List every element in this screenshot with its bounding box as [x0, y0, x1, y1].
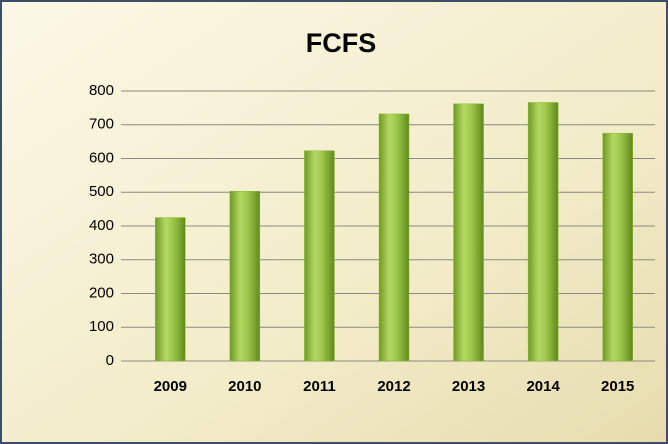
- y-tick-label: 0: [106, 352, 114, 369]
- x-tick-label: 2014: [526, 378, 560, 395]
- x-tick-label: 2012: [377, 378, 410, 395]
- bar: [602, 132, 633, 362]
- chart-title: FCFS: [306, 28, 377, 58]
- y-tick-label: 300: [89, 251, 114, 268]
- y-tick-label: 500: [89, 183, 114, 200]
- y-tick-label: 800: [89, 82, 114, 99]
- y-tick-label: 600: [89, 149, 114, 166]
- bar: [155, 217, 186, 362]
- x-tick-label: 2009: [154, 378, 187, 395]
- y-tick-label: 200: [89, 284, 114, 301]
- x-tick-label: 2011: [303, 378, 336, 395]
- y-tick-label: 100: [89, 318, 114, 335]
- bar: [304, 150, 335, 362]
- x-tick-label: 2015: [601, 378, 634, 395]
- y-tick-label: 400: [89, 217, 114, 234]
- x-tick-label: 2013: [452, 378, 485, 395]
- y-tick-label: 700: [89, 116, 114, 133]
- bar: [453, 103, 484, 362]
- x-tick-label: 2010: [228, 378, 261, 395]
- bar: [378, 113, 410, 362]
- bar: [527, 102, 559, 362]
- bar: [229, 190, 261, 362]
